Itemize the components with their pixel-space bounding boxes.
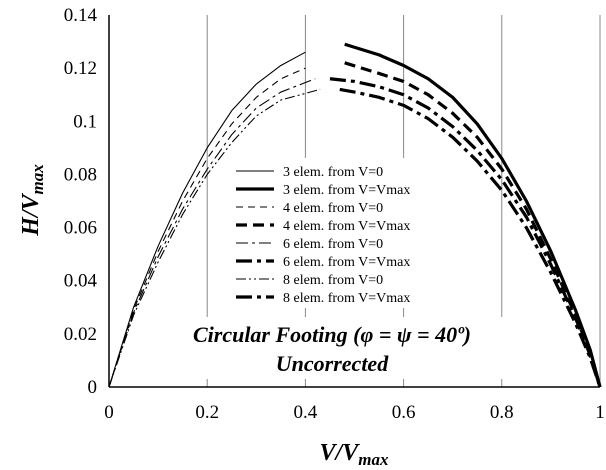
x-tick-label: 0.8 <box>490 402 514 423</box>
series-line-1 <box>108 51 306 388</box>
series-line-8 <box>339 87 602 388</box>
legend-label-2: 3 elem. from V=Vmax <box>283 183 410 198</box>
legend-label-7: 8 elem. from V=0 <box>283 273 383 288</box>
y-tick-label: 0.1 <box>73 111 97 132</box>
y-axis-title-sub: max <box>28 164 47 195</box>
series-line-7 <box>108 88 321 388</box>
x-tick-label: 0.6 <box>392 402 416 423</box>
annotation-background <box>150 317 515 379</box>
series-curves <box>108 42 602 388</box>
legend: 3 elem. from V=0 3 elem. from V=Vmax 4 ele… <box>232 158 446 308</box>
legend-label-8: 8 elem. from V=Vmax <box>283 291 410 306</box>
legend-label-3: 4 elem. from V=0 <box>283 201 383 216</box>
x-tick-label: 1 <box>595 402 605 423</box>
legend-label-6: 6 elem. from V=Vmax <box>283 255 410 270</box>
y-tick-label: 0.12 <box>64 58 97 79</box>
x-axis-title-sub: max <box>358 450 389 469</box>
tick-labels: 0 0.2 0.4 0.6 0.8 1 0 0.02 0.04 0.06 0.08 0.1 0.12 0.… <box>64 5 605 423</box>
annotation-title: Circular Footing (φ = ψ = 40º) <box>193 322 471 347</box>
legend-label-4: 4 elem. from V=Vmax <box>283 219 410 234</box>
x-tick-label: 0.2 <box>195 402 219 423</box>
x-tick-label: 0.4 <box>294 402 318 423</box>
legend-label-1: 3 elem. from V=0 <box>283 165 383 180</box>
legend-background <box>232 158 446 308</box>
series-line-2 <box>344 42 602 388</box>
y-tick-label: 0.14 <box>64 5 98 26</box>
y-axis-title: H/Vmax <box>18 164 47 237</box>
y-axis-title-main: H/V <box>18 192 44 236</box>
x-axis-title-main: V/V <box>320 440 361 466</box>
axes <box>108 15 600 388</box>
annotation-subtitle: Uncorrected <box>276 351 389 376</box>
legend-label-5: 6 elem. from V=0 <box>283 237 383 252</box>
annotations: Circular Footing (φ = ψ = 40º) Uncorrecte… <box>150 317 515 379</box>
y-tick-label: 0 <box>88 377 98 398</box>
y-tick-label: 0.02 <box>64 324 97 345</box>
x-axis-title: V/Vmax <box>320 440 389 469</box>
y-tick-label: 0.06 <box>64 218 97 239</box>
series-line-6 <box>329 77 602 388</box>
series-line-3 <box>108 67 306 388</box>
series-line-5 <box>108 78 316 388</box>
x-tick-label: 0 <box>104 402 114 423</box>
y-tick-label: 0.08 <box>64 164 97 185</box>
y-tick-label: 0.04 <box>64 271 98 292</box>
